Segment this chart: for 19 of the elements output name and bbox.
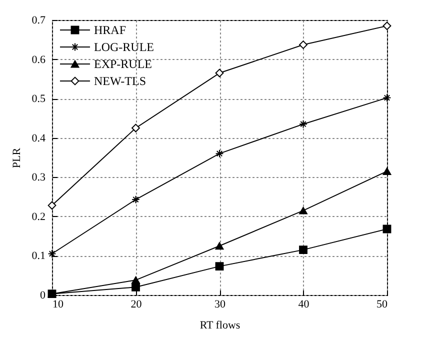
y-tick-label: 0.7: [32, 14, 46, 26]
x-axis-title: RT flows: [200, 320, 240, 332]
y-tick-label: 0.3: [32, 172, 46, 184]
legend-label: LOG-RULE: [94, 40, 154, 54]
x-tick-label: 30: [214, 298, 226, 310]
y-axis-title: PLR: [10, 147, 23, 168]
y-tick-label: 0: [40, 290, 46, 302]
y-tick-label: 0.6: [32, 54, 46, 66]
legend-label: EXP-RULE: [94, 57, 152, 71]
legend-label: NEW-TLS: [94, 74, 146, 88]
y-tick-label: 0.2: [32, 210, 46, 223]
y-tick-label: 0.4: [32, 132, 46, 144]
y-tick-label: 0.5: [32, 93, 46, 106]
legend-label: HRAF: [94, 23, 126, 37]
x-tick-label: 10: [52, 298, 64, 310]
y-tick-label: 0.1: [32, 250, 46, 262]
x-tick-label: 20: [130, 298, 142, 310]
x-tick-label: 40: [298, 298, 310, 310]
x-tick-label: 50: [376, 298, 388, 310]
